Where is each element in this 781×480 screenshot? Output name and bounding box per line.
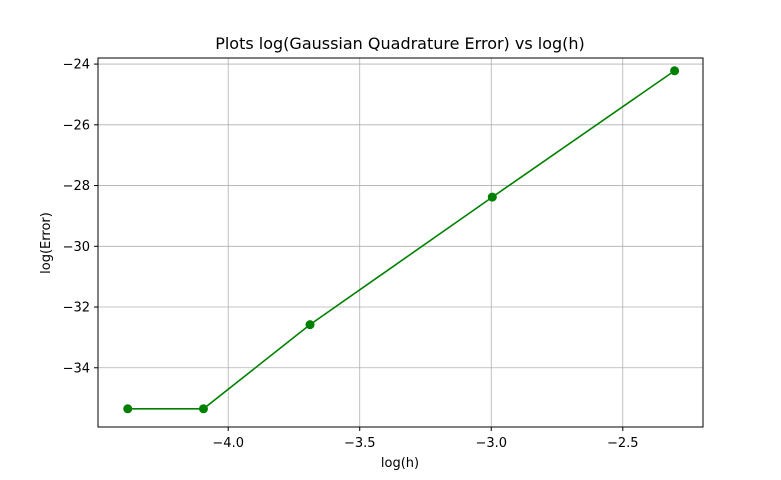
series-layer bbox=[123, 66, 680, 414]
x-tick-label: −3.5 bbox=[344, 436, 376, 451]
y-axis-ticks: −34 −32 −30 −28 −26 −24 bbox=[63, 58, 98, 376]
plot-frame bbox=[97, 57, 704, 428]
data-point bbox=[123, 404, 133, 414]
x-axis-ticks: −4.0 −3.5 −3.0 −2.5 bbox=[212, 427, 639, 451]
x-axis-label: log(h) bbox=[381, 456, 419, 471]
chart-title: Plots log(Gaussian Quadrature Error) vs … bbox=[215, 34, 585, 53]
y-tick-label: −24 bbox=[63, 58, 90, 73]
y-tick-label: −26 bbox=[63, 118, 90, 133]
y-axis-label: log(Error) bbox=[39, 212, 54, 274]
x-tick-label: −2.5 bbox=[607, 436, 639, 451]
data-point bbox=[198, 404, 208, 414]
grid bbox=[98, 58, 703, 427]
y-tick-label: −32 bbox=[63, 301, 90, 316]
x-tick-label: −4.0 bbox=[212, 436, 244, 451]
y-tick-label: −28 bbox=[63, 179, 90, 194]
data-point bbox=[670, 66, 680, 76]
y-tick-label: −30 bbox=[63, 240, 90, 255]
series-line bbox=[127, 70, 676, 410]
data-point bbox=[305, 320, 315, 330]
data-point bbox=[487, 192, 497, 202]
x-tick-label: −3.0 bbox=[475, 436, 507, 451]
y-tick-label: −34 bbox=[63, 361, 90, 376]
